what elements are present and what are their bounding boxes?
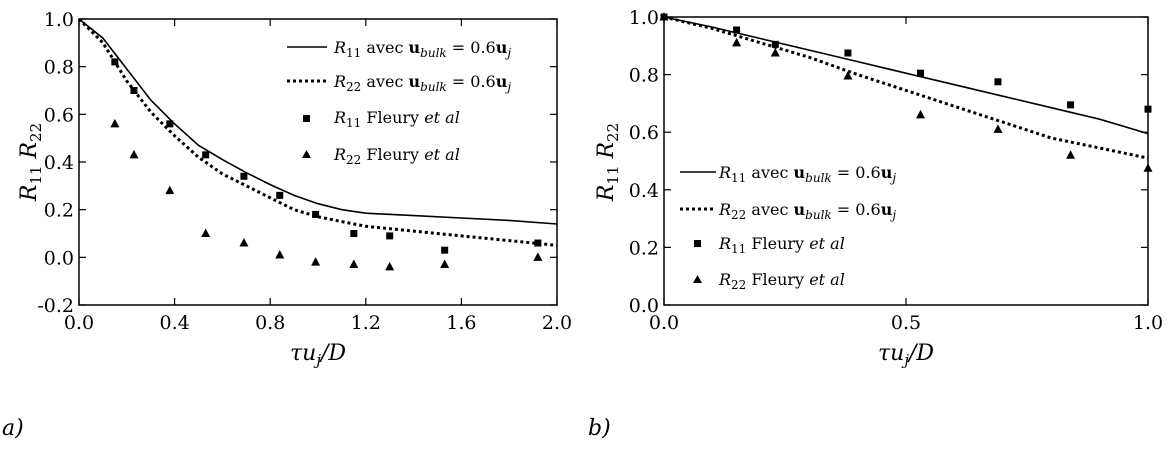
x-tick-label: 1.6 xyxy=(446,312,476,334)
y-tick-label: 0.6 xyxy=(629,122,659,144)
data-point-r22-fleury xyxy=(201,228,211,237)
data-point-r11-fleury xyxy=(240,172,248,180)
data-point-r22-fleury xyxy=(239,238,249,247)
legend-marker-triangle xyxy=(693,275,702,283)
data-point-r22-fleury xyxy=(440,259,450,268)
panel-b-x-axis-label: τuj/D xyxy=(878,341,934,369)
legend-label-r22-model: R22 avec ubulk = 0.6uj xyxy=(333,72,511,94)
data-point-r11-fleury xyxy=(202,151,210,159)
data-point-r22-fleury xyxy=(533,252,543,261)
y-tick-label: 0.4 xyxy=(629,180,659,202)
panel-a-chart: 0.0 0.4 0.8 1.2 1.6 2.0-0.20.00.20.40.60.81.0… xyxy=(17,9,572,369)
data-point-r22-fleury xyxy=(311,257,321,266)
data-point-r22-fleury xyxy=(1066,150,1076,159)
legend-label-r11-model: R11 avec ubulk = 0.6uj xyxy=(718,163,896,185)
legend-label-r22-fleury: R22 Fleury et al xyxy=(718,270,845,292)
panel-b-label: b) xyxy=(588,416,611,441)
data-point-r11-fleury xyxy=(386,232,394,240)
data-point-r11-fleury xyxy=(733,26,741,34)
y-tick-label: 0.4 xyxy=(44,152,74,174)
legend-label-r11-model: R11 avec ubulk = 0.6uj xyxy=(333,38,511,60)
data-point-r11-fleury xyxy=(312,210,320,218)
legend-label-r11-fleury: R11 Fleury et al xyxy=(718,234,845,256)
data-point-r22-fleury xyxy=(349,259,359,268)
x-tick-label: 1.0 xyxy=(1133,312,1163,334)
panel-b-axis-ticks: 0.0 0.5 1.0 0.0 0.2 0.4 0.6 0.8 1.0 xyxy=(629,7,1163,334)
x-tick-label: 0.0 xyxy=(649,312,679,334)
y-tick-label: 1.0 xyxy=(629,7,659,29)
x-tick-label: 2.0 xyxy=(542,312,572,334)
y-tick-label: 0.0 xyxy=(629,295,659,317)
x-tick-label: 1.2 xyxy=(351,312,381,334)
data-point-r11-fleury xyxy=(276,191,284,199)
panel-a-x-axis-label: τuj/D xyxy=(290,341,346,369)
y-tick-label: 0.6 xyxy=(44,104,74,126)
data-point-r22-fleury xyxy=(275,249,285,259)
x-tick-label: 0.4 xyxy=(159,312,189,334)
data-point-r22-fleury xyxy=(165,185,175,195)
data-point-r11-fleury xyxy=(917,69,925,77)
data-point-r11-fleury xyxy=(1144,105,1152,113)
series-line-r11-model xyxy=(78,18,558,225)
data-point-r22-fleury xyxy=(916,109,926,119)
legend-label-r11-fleury: R11 Fleury et al xyxy=(333,108,460,130)
data-point-r22-fleury xyxy=(129,149,139,159)
y-tick-label: 0.8 xyxy=(629,65,659,87)
panel-a-data-layer xyxy=(77,17,558,271)
legend-marker-square xyxy=(303,115,310,122)
data-point-r11-fleury xyxy=(441,246,449,254)
y-tick-label: 0.8 xyxy=(44,57,74,79)
series-line-r22-model xyxy=(77,17,558,247)
data-point-r11-fleury xyxy=(994,78,1002,86)
legend-marker-square xyxy=(694,240,701,247)
panel-a-axis-ticks: 0.0 0.4 0.8 1.2 1.6 2.0-0.20.00.20.40.60.81.0 xyxy=(37,9,572,334)
data-point-r11-fleury xyxy=(130,87,138,94)
y-tick-label: 0.0 xyxy=(44,247,74,269)
data-point-r22-fleury xyxy=(993,124,1003,133)
data-point-r11-fleury xyxy=(166,120,174,128)
data-point-r11-fleury xyxy=(111,58,119,66)
panel-b-y-axis-label: R11 R22 xyxy=(594,123,622,202)
x-tick-label: 0.5 xyxy=(891,312,921,334)
panel-a-label: a) xyxy=(2,416,24,441)
data-point-r11-fleury xyxy=(534,239,542,247)
series-line-r11-model xyxy=(663,16,1149,135)
y-tick-label: 0.2 xyxy=(629,237,659,259)
data-point-r11-fleury xyxy=(350,230,358,237)
data-point-r22-fleury xyxy=(770,48,780,57)
panel-b-legend: R11 avec ubulk = 0.6uj R22 avec ubulk = … xyxy=(680,163,896,292)
panel-b-data-layer xyxy=(659,12,1153,172)
panel-b-chart: 0.0 0.5 1.0 0.0 0.2 0.4 0.6 0.8 1.0 R11 R22 τuj/… xyxy=(594,7,1163,369)
legend-label-r22-model: R22 avec ubulk = 0.6uj xyxy=(718,200,896,222)
data-point-r22-fleury xyxy=(659,12,669,21)
data-point-r22-fleury xyxy=(843,71,853,80)
legend-label-r22-fleury: R22 Fleury et al xyxy=(333,145,460,167)
y-tick-label: 1.0 xyxy=(44,9,74,31)
data-point-r22-fleury xyxy=(385,261,395,271)
legend-marker-triangle xyxy=(302,150,311,158)
data-point-r11-fleury xyxy=(1067,101,1075,109)
panel-b-plot-frame xyxy=(663,16,1149,306)
x-tick-label: 0.8 xyxy=(255,312,285,334)
data-point-r22-fleury xyxy=(1143,163,1153,172)
panel-a-y-axis-label: R11 R22 xyxy=(17,123,45,202)
data-point-r11-fleury xyxy=(844,49,852,57)
panel-a-legend: R11 avec ubulk = 0.6uj R22 avec ubulk = … xyxy=(287,38,511,167)
data-point-r22-fleury xyxy=(732,37,742,47)
data-point-r22-fleury xyxy=(110,118,120,128)
y-tick-label: 0.2 xyxy=(44,200,74,222)
x-tick-label: 0.0 xyxy=(64,312,94,334)
y-tick-label: -0.2 xyxy=(37,295,74,317)
series-line-r22-model xyxy=(663,15,1149,160)
data-point-r11-fleury xyxy=(771,40,779,48)
